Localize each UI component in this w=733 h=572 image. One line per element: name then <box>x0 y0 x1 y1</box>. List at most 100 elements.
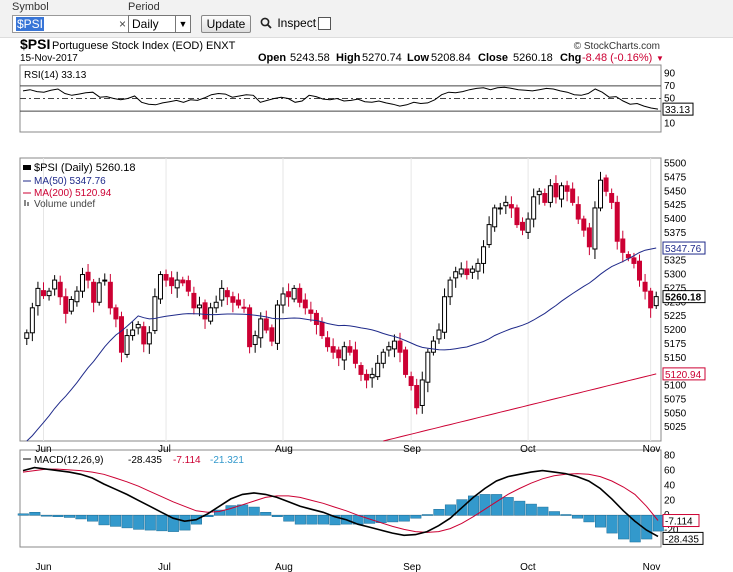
macd-tick-label: 40 <box>664 480 676 491</box>
candle-body <box>247 307 253 348</box>
candle-body <box>581 218 587 231</box>
price-tick-label: 5225 <box>664 311 687 322</box>
candle-body <box>408 376 414 387</box>
chg-label: Chg <box>560 52 581 64</box>
macd-signal-line <box>22 468 659 533</box>
candle-body <box>325 337 331 348</box>
candle-body <box>397 340 403 353</box>
ma200-last-value-box <box>662 367 706 381</box>
candle-body <box>369 373 375 379</box>
candle-body <box>403 349 409 375</box>
candle-body <box>497 207 503 210</box>
chart-date: 15-Nov-2017 <box>20 53 78 64</box>
macd-histogram-bar <box>652 514 664 532</box>
candle-body <box>564 185 570 192</box>
candle-body <box>475 262 481 272</box>
candle-body <box>642 281 648 292</box>
macd-histogram-bar <box>618 514 630 540</box>
macd-histogram-bar <box>144 514 156 531</box>
price-tick-label: 5375 <box>664 228 687 239</box>
candle-body <box>319 321 325 337</box>
clear-icon[interactable]: × <box>118 17 126 31</box>
macd-histogram-bar <box>491 494 503 516</box>
macd-panel <box>19 449 662 548</box>
macd-tick-label: -20 <box>664 525 679 536</box>
stockcharts-brand: © StockCharts.com <box>574 41 660 52</box>
chg-value: -8.48 (-0.16%) <box>582 52 652 64</box>
candle-body <box>631 257 637 264</box>
inspect-control[interactable]: Inspect <box>260 16 316 30</box>
candle-body <box>102 279 108 282</box>
candle-body <box>592 207 598 250</box>
candle-body <box>46 290 52 297</box>
candle-body <box>542 193 548 203</box>
symbol-input[interactable]: $PSI × <box>12 15 130 33</box>
macd-signal-last-box <box>662 514 700 528</box>
candle-body <box>274 304 280 344</box>
price-tick-label: 5025 <box>664 422 687 433</box>
candle-body <box>130 329 136 337</box>
close-label: Close <box>478 52 508 64</box>
candle-body <box>230 296 236 303</box>
candle-body <box>263 318 269 331</box>
macd-histogram-bar <box>306 514 318 525</box>
low-value: 5208.84 <box>431 52 471 64</box>
macd-histogram-bar <box>410 514 422 519</box>
macd-histogram-bar <box>167 514 179 532</box>
month-label: Oct <box>520 444 536 455</box>
high-label: High <box>336 52 361 64</box>
candle-body <box>553 183 559 198</box>
candle-body <box>135 323 141 329</box>
price-legend-series: $PSI (Daily) 5260.18 <box>34 162 136 174</box>
macd-histogram-bar <box>444 504 456 516</box>
macd-histogram-bar <box>502 497 514 516</box>
macd-histogram-bar <box>606 514 618 534</box>
macd-histogram-bar <box>537 506 549 516</box>
rsi-legend: RSI(14) 33.13 <box>24 70 87 81</box>
candle-body <box>29 307 35 334</box>
price-tick-label: 5200 <box>664 325 687 336</box>
macd-histogram-bar <box>40 514 52 517</box>
price-tick-label: 5050 <box>664 408 687 419</box>
candle-body <box>464 268 470 276</box>
price-tick-label: 5475 <box>664 172 687 183</box>
macd-histogram-bar <box>121 514 133 529</box>
price-tick-label: 5425 <box>664 200 687 211</box>
month-label: Nov <box>643 562 661 572</box>
macd-signal-legend: -7.114 <box>173 455 201 466</box>
candle-body <box>118 316 124 353</box>
macd-histogram-bar <box>479 494 491 516</box>
candle-body <box>598 179 604 209</box>
candle-body <box>280 293 286 306</box>
inspect-checkbox[interactable] <box>318 17 331 30</box>
macd-legend-value: -28.435 <box>128 455 162 466</box>
macd-tick-label: 80 <box>664 451 676 462</box>
candle-body <box>258 318 264 339</box>
candle-body <box>79 274 85 292</box>
candle-body <box>536 190 542 196</box>
macd-histogram-bar <box>629 514 641 543</box>
candle-body <box>352 349 358 364</box>
candle-body <box>514 207 520 226</box>
candle-body <box>308 309 314 314</box>
macd-histogram-bar <box>283 514 295 522</box>
macd-histogram-bar <box>468 495 480 516</box>
candle-body <box>52 279 58 290</box>
macd-histogram-bar <box>29 512 41 516</box>
candle-body <box>157 274 163 300</box>
candle-body <box>330 346 336 353</box>
macd-histogram-bar <box>329 514 341 526</box>
macd-histogram-bar <box>52 514 64 517</box>
update-button[interactable]: Update <box>201 15 251 33</box>
chart-index-name: Portuguese Stock Index (EOD) <box>52 40 203 52</box>
candle-body <box>191 292 197 309</box>
macd-histogram-bar <box>583 514 595 523</box>
macd-histogram-bar <box>387 514 399 523</box>
period-select[interactable]: Daily ▼ <box>128 15 191 33</box>
macd-legend: MACD(12,26,9) -28.435 -7.114 -21.321 <box>23 455 244 466</box>
macd-histogram-bar <box>179 514 191 531</box>
candle-body <box>375 362 381 378</box>
macd-histogram-bar <box>260 512 272 516</box>
ma50-legend: MA(50) 5347.76 <box>34 176 106 187</box>
macd-signal-last-value: -7.114 <box>665 517 693 528</box>
